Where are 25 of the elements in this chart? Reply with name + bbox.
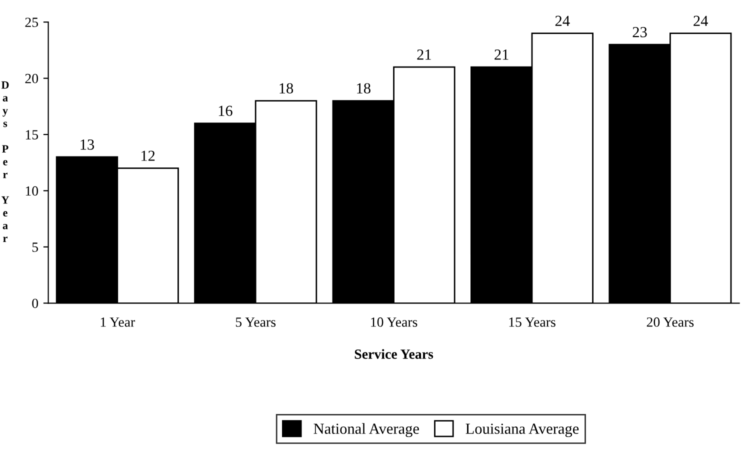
data-label: 24 [694,16,708,26]
x-tick-label: 1 Year [100,318,136,327]
data-label: 21 [417,50,431,60]
data-label: 13 [80,139,94,150]
y-tick-label: 15 [26,130,38,140]
data-label: 12 [142,150,155,161]
x-tick-label: 10 Years [371,317,418,327]
data-label: 18 [280,83,294,94]
y-tick-label: 25 [25,18,38,28]
data-label: 16 [218,106,232,116]
y-tick-label: 0 [32,298,38,308]
legend-label: National Average [314,423,419,438]
x-axis-title: Service Years [354,349,434,359]
y-tick-label: 20 [25,74,38,84]
data-label: 18 [357,83,370,94]
text: Days Per Year [1,81,10,242]
y-tick-label: 5 [32,242,38,252]
data-label: 24 [555,16,570,26]
x-tick-label: 5 Years [236,318,276,327]
data-label: 23 [632,27,647,38]
x-tick-label: 15 Years [509,318,556,327]
y-tick-label: 10 [26,186,38,196]
x-tick-label: 20 Years [646,317,694,327]
data-label: 21 [494,50,508,60]
legend-label: Louisiana Average [466,424,579,438]
